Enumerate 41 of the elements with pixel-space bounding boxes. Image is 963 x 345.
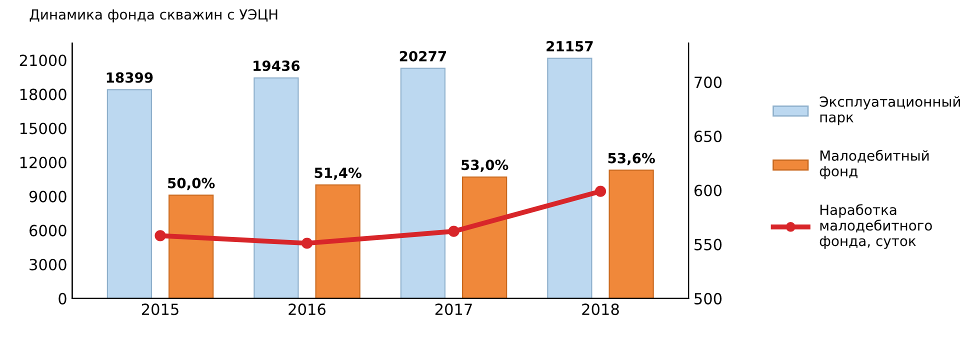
y2-tick-label: 600: [694, 184, 722, 196]
bar: [400, 68, 446, 298]
bar: [547, 58, 592, 298]
data-label: 20277: [400, 50, 446, 62]
annotation: 53,6%: [608, 152, 655, 166]
data-label: 18399: [106, 72, 153, 83]
y-tick-label: 3000: [30, 258, 66, 270]
y2-tick-label: 550: [694, 238, 722, 250]
x-tick-label: 2015: [142, 304, 178, 316]
annotation: 51,4%: [314, 168, 362, 180]
data-label: 21157: [546, 41, 593, 52]
x-tick-label: 2018: [582, 304, 619, 316]
annotation: 50,0%: [168, 178, 215, 190]
bar: [106, 89, 152, 298]
chart-title: Динамика фонда скважин с УЭЦН: [30, 9, 278, 22]
y2-tick-label: 700: [694, 76, 722, 88]
y2-tick-label: 650: [694, 130, 722, 142]
point: [594, 186, 606, 197]
y-tick-label: 12000: [20, 156, 66, 168]
point: [448, 226, 460, 237]
x-tick-label: 2017: [435, 304, 472, 316]
y-tick-label: 0: [58, 292, 66, 304]
y-tick-label: 15000: [20, 122, 66, 134]
bar: [462, 176, 508, 298]
legend-label: Эксплуатационный парк: [820, 96, 960, 126]
y-tick-label: 9000: [29, 190, 66, 202]
y-tick-label: 18000: [20, 88, 66, 100]
annotation: 53,0%: [462, 160, 508, 172]
bar: [315, 184, 360, 298]
data-label: 19436: [254, 60, 300, 72]
legend-label: Малодебитный фонд: [820, 150, 929, 180]
bar: [254, 77, 299, 298]
bar: [608, 170, 654, 298]
legend-label: Наработка малодебитного фонда, суток: [820, 204, 932, 249]
bar: [168, 194, 214, 298]
point: [154, 230, 166, 242]
y-tick-label: 6000: [30, 224, 66, 236]
y-tick-label: 21000: [20, 54, 66, 66]
x-tick-label: 2016: [288, 304, 326, 316]
y2-tick-label: 500: [694, 292, 722, 304]
point: [301, 238, 313, 249]
